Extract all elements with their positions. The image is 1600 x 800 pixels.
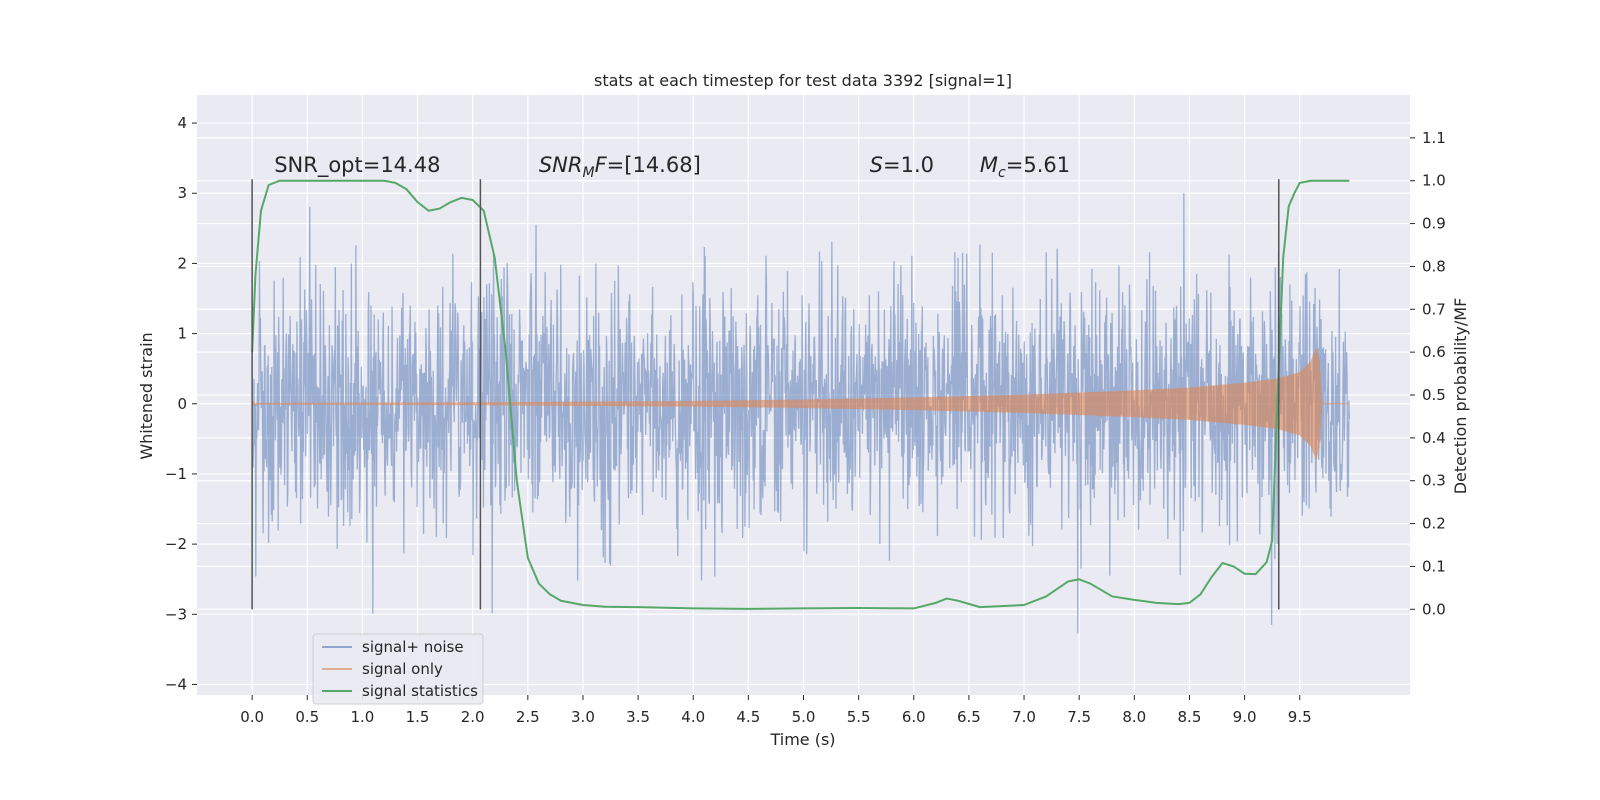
x-tick-label: 8.0 bbox=[1122, 708, 1146, 726]
y-tick-label: −4 bbox=[165, 675, 187, 693]
x-tick-label: 0.5 bbox=[295, 708, 319, 726]
y-tick-label: 1 bbox=[177, 325, 187, 343]
x-tick-label: 4.0 bbox=[681, 708, 705, 726]
x-tick-labels: 0.0 0.5 1.0 1.5 2.0 2.5 3.0 3.5 4.0 4.5 5.0 5.5 6.0 6… bbox=[240, 695, 1312, 726]
annotation-part: SNR_opt=14.48 bbox=[274, 153, 440, 178]
y-axis-label: Whitened strain bbox=[137, 332, 156, 459]
legend-label-signal-only: signal only bbox=[362, 660, 443, 678]
y-tick-label: 2 bbox=[177, 254, 187, 272]
legend-label-signal-statistics: signal statistics bbox=[362, 682, 478, 700]
series-layer bbox=[251, 179, 1350, 634]
x-tick-label: 9.5 bbox=[1288, 708, 1312, 726]
annotation: Mc=5.61 bbox=[980, 153, 1070, 181]
y-right-tick-label: 0.2 bbox=[1422, 515, 1446, 533]
y-right-tick-label: 0.1 bbox=[1422, 557, 1446, 575]
annotation: S=1.0 bbox=[870, 153, 934, 177]
x-tick-label: 0.0 bbox=[240, 708, 264, 726]
x-tick-label: 2.0 bbox=[461, 708, 485, 726]
annotation: SNR_opt=14.48 bbox=[274, 153, 440, 178]
x-tick-label: 8.5 bbox=[1178, 708, 1202, 726]
y-right-tick-label: 0.6 bbox=[1422, 343, 1446, 361]
x-tick-label: 6.0 bbox=[902, 708, 926, 726]
annotation-part: M bbox=[980, 153, 998, 177]
x-tick-label: 2.5 bbox=[516, 708, 540, 726]
annotation-layer: SNR_opt=14.48 SNRMF=[14.68] S=1.0 Mc=5.61 bbox=[274, 153, 1070, 181]
legend-box bbox=[312, 633, 484, 705]
y-tick-label: −2 bbox=[165, 535, 187, 553]
series-signal-statistics bbox=[251, 179, 1350, 610]
x-tick-label: 5.5 bbox=[847, 708, 871, 726]
y-right-tick-label: 1.1 bbox=[1422, 129, 1446, 147]
legend: signal+ noise signal only signal statist… bbox=[312, 633, 484, 705]
vline-layer bbox=[251, 179, 1280, 610]
chart-title: stats at each timestep for test data 339… bbox=[594, 71, 1012, 90]
y-tick-label: 3 bbox=[177, 184, 187, 202]
y-right-tick-label: 0.8 bbox=[1422, 257, 1446, 275]
y-right-tick-label: 1.0 bbox=[1422, 172, 1446, 190]
annotation-part: F bbox=[595, 153, 608, 177]
annotation-part: =5.61 bbox=[1006, 153, 1070, 177]
x-tick-label: 7.5 bbox=[1067, 708, 1091, 726]
y-tick-labels: −4 −3 −2 −1 0 1 2 3 4 bbox=[165, 114, 197, 693]
y-tick-label: 4 bbox=[177, 114, 187, 132]
x-tick-label: 4.5 bbox=[736, 708, 760, 726]
x-tick-label: 6.5 bbox=[957, 708, 981, 726]
y-tick-label: −1 bbox=[165, 465, 187, 483]
y-right-axis-label: Detection probability/MF bbox=[1451, 298, 1470, 495]
y-right-tick-label: 0.9 bbox=[1422, 215, 1446, 233]
annotation: SNRMF=[14.68] bbox=[539, 153, 701, 181]
y-right-tick-labels: 0.0 0.1 0.2 0.3 0.4 0.5 0.6 0.7 0.8 0.9 1.0 1.1 bbox=[1410, 129, 1446, 618]
annotation-part: M bbox=[582, 165, 594, 181]
x-tick-label: 3.0 bbox=[571, 708, 595, 726]
y-right-tick-label: 0.7 bbox=[1422, 300, 1446, 318]
y-tick-label: −3 bbox=[165, 605, 187, 623]
annotation-part: c bbox=[998, 165, 1006, 181]
x-tick-label: 3.5 bbox=[626, 708, 650, 726]
annotation-part: SNR bbox=[539, 153, 583, 177]
y-right-tick-label: 0.0 bbox=[1422, 600, 1446, 618]
x-tick-label: 7.0 bbox=[1012, 708, 1036, 726]
series-signal-noise bbox=[251, 192, 1350, 634]
series-signal-only bbox=[251, 348, 1350, 460]
x-axis-label: Time (s) bbox=[769, 730, 835, 749]
annotation-part: =[14.68] bbox=[607, 153, 701, 177]
y-right-tick-label: 0.3 bbox=[1422, 472, 1446, 490]
y-right-tick-label: 0.4 bbox=[1422, 429, 1446, 447]
x-tick-label: 5.0 bbox=[792, 708, 816, 726]
y-right-tick-label: 0.5 bbox=[1422, 386, 1446, 404]
legend-label-signal-noise: signal+ noise bbox=[362, 638, 464, 656]
annotation-part: S bbox=[870, 153, 883, 177]
x-tick-label: 9.0 bbox=[1233, 708, 1257, 726]
y-tick-label: 0 bbox=[177, 395, 187, 413]
annotation-part: =1.0 bbox=[883, 153, 934, 177]
x-tick-label: 1.5 bbox=[406, 708, 430, 726]
x-tick-label: 1.0 bbox=[350, 708, 374, 726]
